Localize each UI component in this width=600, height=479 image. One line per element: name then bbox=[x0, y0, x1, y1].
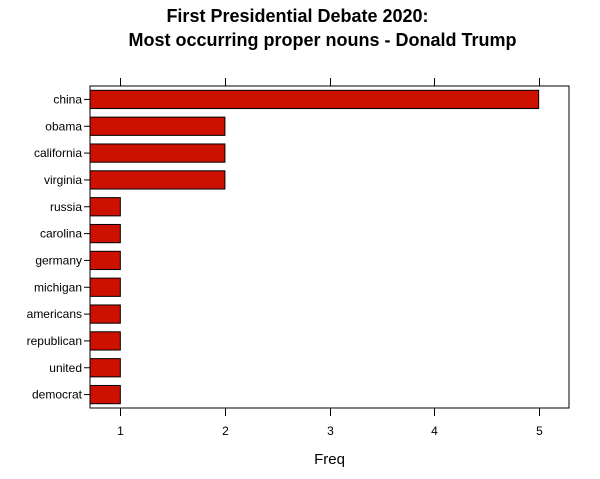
x-tick-label: 2 bbox=[222, 424, 229, 438]
category-label-germany: germany bbox=[35, 253, 82, 267]
category-label-carolina: carolina bbox=[40, 227, 82, 241]
x-tick-label: 4 bbox=[431, 424, 438, 438]
x-tick-label: 1 bbox=[117, 424, 124, 438]
bar-michigan bbox=[89, 277, 121, 297]
bar-california bbox=[89, 143, 226, 163]
x-axis-label: Freq bbox=[314, 451, 345, 468]
category-label-americans: americans bbox=[27, 307, 82, 321]
category-label-republican: republican bbox=[27, 334, 82, 348]
bar-carolina bbox=[89, 223, 121, 244]
x-tick-label: 5 bbox=[536, 424, 543, 438]
bar-germany bbox=[89, 250, 121, 271]
bar-china bbox=[89, 89, 540, 110]
plot-frame bbox=[89, 85, 570, 409]
category-label-michigan: michigan bbox=[34, 280, 82, 294]
bar-republican bbox=[89, 331, 121, 351]
category-label-china: china bbox=[53, 92, 82, 106]
x-tick-label: 3 bbox=[327, 424, 334, 438]
category-label-democrat: democrat bbox=[32, 388, 83, 402]
bar-obama bbox=[89, 116, 226, 136]
chart-title-line2: Most occurring proper nouns - Donald Tru… bbox=[128, 30, 517, 50]
category-label-obama: obama bbox=[45, 119, 82, 133]
bar-russia bbox=[89, 197, 121, 217]
category-label-california: california bbox=[34, 146, 82, 160]
chart-title-line1: First Presidential Debate 2020: bbox=[166, 6, 429, 26]
category-label-virginia: virginia bbox=[44, 173, 82, 187]
category-label-russia: russia bbox=[50, 200, 82, 214]
category-label-united: united bbox=[49, 361, 82, 375]
bar-americans bbox=[89, 304, 121, 324]
bar-democrat bbox=[89, 384, 121, 405]
bar-united bbox=[89, 358, 121, 378]
bar-virginia bbox=[89, 170, 226, 190]
